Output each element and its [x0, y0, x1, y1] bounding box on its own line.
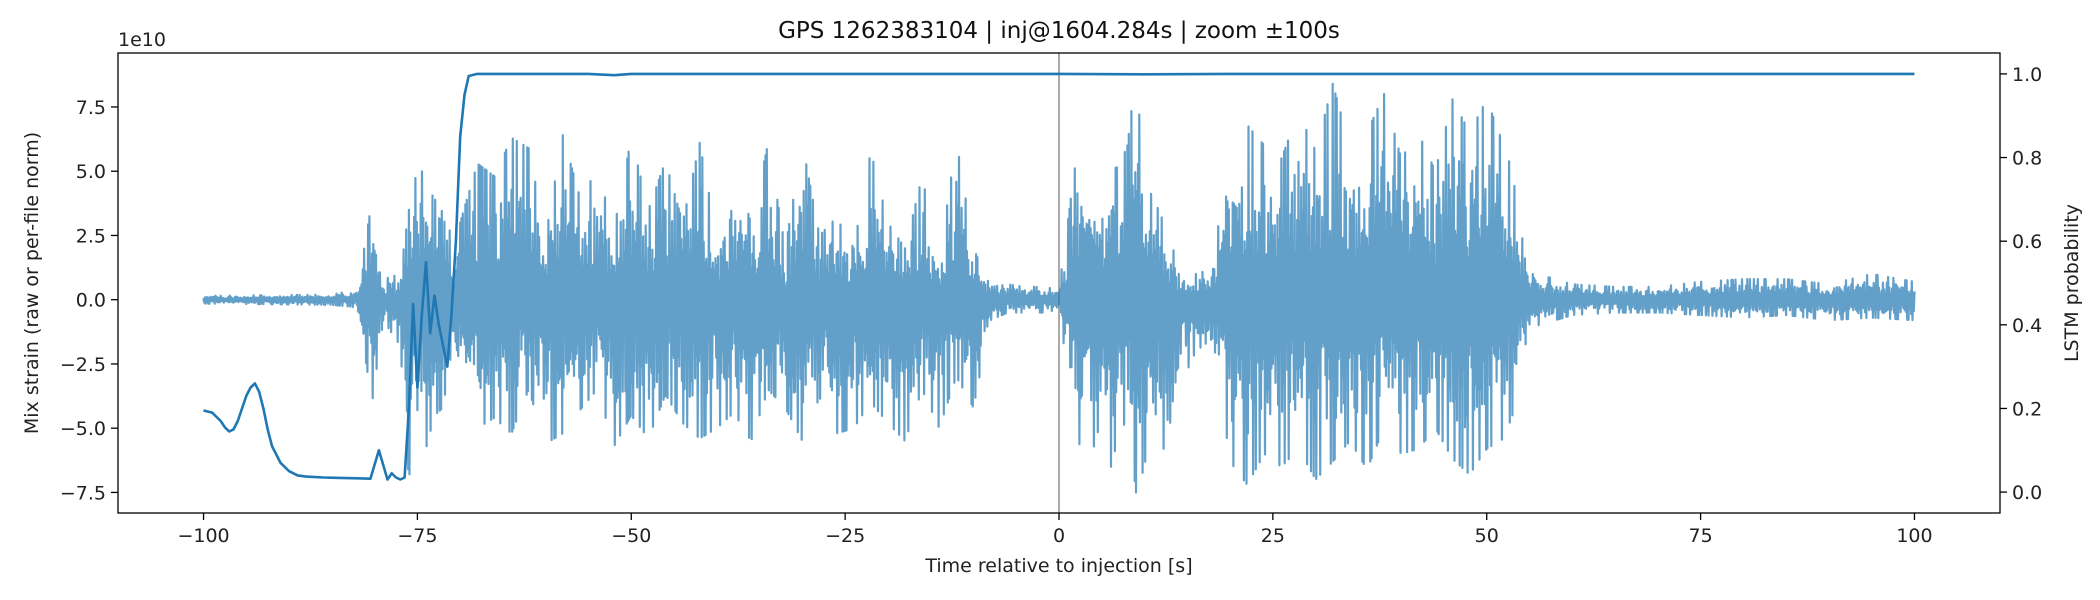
y-tick-label: 5.0	[76, 161, 106, 183]
y2-axis-label: LSTM probability	[2061, 204, 2083, 362]
chart-title: GPS 1262383104 | inj@1604.284s | zoom ±1…	[778, 18, 1340, 44]
y-tick-label: 2.5	[76, 225, 106, 247]
x-tick-label: 75	[1688, 525, 1712, 547]
y2-tick-label: 0.2	[2012, 398, 2042, 420]
x-tick-label: −100	[177, 525, 229, 547]
x-tick-label: 100	[1896, 525, 1932, 547]
x-tick-label: −25	[825, 525, 865, 547]
x-tick-label: −75	[397, 525, 437, 547]
axes-layer: −100 −75 −50 −25 0 25 50 75 100 −7.5 −5.0 −2.5 0.0 2.…	[60, 64, 2042, 547]
y-tick-label: −5.0	[60, 418, 106, 440]
y2-tick-label: 0.8	[2012, 148, 2042, 170]
x-tick-label: 0	[1053, 525, 1065, 547]
plot-area	[202, 53, 1916, 513]
y2-tick-label: 1.0	[2012, 64, 2042, 86]
y-tick-label: −7.5	[60, 482, 106, 504]
y2-tick-label: 0.0	[2012, 482, 2042, 504]
x-tick-label: 25	[1261, 525, 1285, 547]
x-tick-label: −50	[611, 525, 651, 547]
y2-tick-label: 0.4	[2012, 315, 2042, 337]
y-axis-label: Mix strain (raw or per-file norm)	[21, 132, 43, 434]
y-tick-label: −2.5	[60, 354, 106, 376]
plot-content	[202, 53, 1916, 513]
strain-series-line	[202, 82, 1916, 494]
y-tick-label: 7.5	[76, 97, 106, 119]
lstm-probability-line-0	[203, 72, 1915, 481]
x-tick-label: 50	[1475, 525, 1499, 547]
y-tick-label: 0.0	[76, 290, 106, 312]
x-axis-label: Time relative to injection [s]	[924, 555, 1192, 577]
y-offset-text: 1e10	[118, 29, 166, 51]
y2-tick-label: 0.6	[2012, 231, 2042, 253]
